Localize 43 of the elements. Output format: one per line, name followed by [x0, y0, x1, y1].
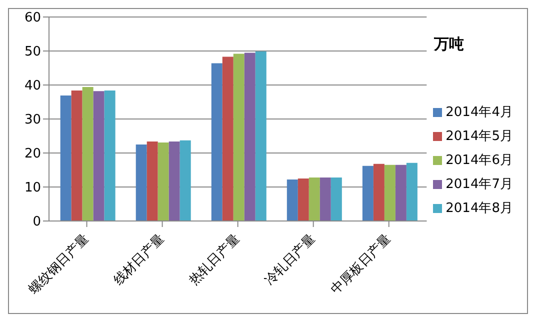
- y-tick-label: 60: [24, 10, 41, 26]
- x-tick-label: 冷轧日产量: [262, 232, 319, 288]
- bar: [362, 166, 374, 221]
- bar: [255, 51, 266, 221]
- y-tick-label: 10: [24, 180, 41, 196]
- bar: [298, 178, 309, 221]
- bar: [136, 144, 147, 221]
- legend-label: 2014年7月: [446, 177, 513, 192]
- x-tick-label: 热轧日产量: [186, 232, 244, 288]
- y-tick-label: 40: [24, 78, 41, 94]
- legend-label: 2014年6月: [446, 153, 513, 168]
- bar: [222, 56, 234, 221]
- x-tick-label: 螺纹钢日产量: [26, 232, 92, 298]
- y-tick-label: 20: [24, 146, 41, 162]
- legend-label: 2014年8月: [446, 201, 513, 216]
- y-tick-label: 0: [32, 214, 41, 230]
- y-axis-title: 万吨: [434, 35, 464, 54]
- bar: [308, 177, 320, 221]
- legend-label: 2014年4月: [446, 105, 513, 120]
- bar: [93, 91, 104, 221]
- bar: [180, 140, 191, 221]
- bar: [395, 164, 406, 221]
- legend-label: 2014年5月: [446, 129, 513, 144]
- bar: [286, 180, 298, 221]
- bar: [82, 87, 94, 221]
- bar: [406, 162, 418, 221]
- bar: [158, 142, 169, 221]
- bar: [244, 52, 256, 221]
- bar: [384, 164, 396, 221]
- x-tick-label: 中厚板日产量: [328, 232, 394, 298]
- y-tick-label: 50: [24, 44, 41, 60]
- bar: [330, 177, 342, 221]
- bar: [373, 164, 384, 221]
- bar: [60, 96, 72, 221]
- bar: [168, 141, 180, 221]
- bar: [233, 54, 244, 221]
- bar: [71, 90, 82, 221]
- y-tick-label: 30: [24, 112, 41, 128]
- bar: [320, 177, 331, 221]
- x-tick-label: 线材日产量: [111, 232, 168, 288]
- bar: [146, 141, 158, 221]
- bar: [211, 63, 222, 221]
- bar: [104, 90, 116, 221]
